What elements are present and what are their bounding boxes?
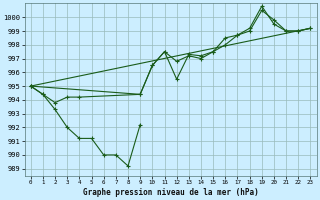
- X-axis label: Graphe pression niveau de la mer (hPa): Graphe pression niveau de la mer (hPa): [83, 188, 259, 197]
